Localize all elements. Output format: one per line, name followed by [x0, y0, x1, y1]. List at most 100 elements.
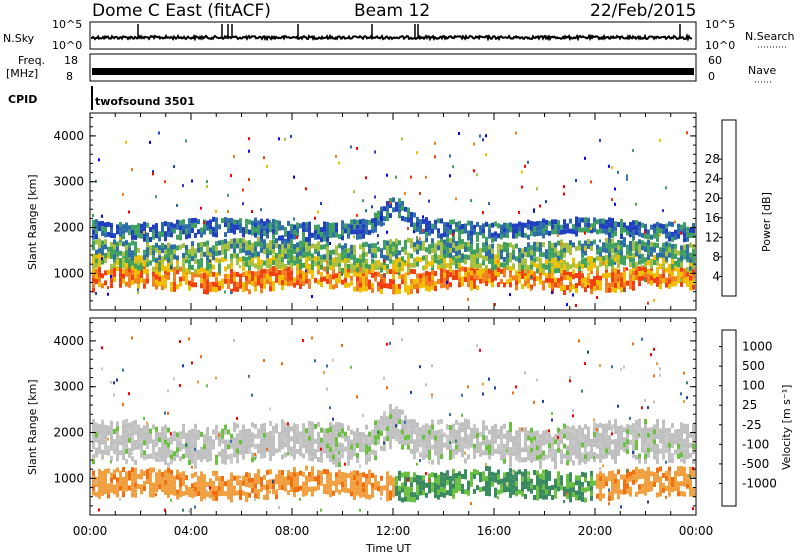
range-cell: [248, 428, 251, 434]
range-cell: [659, 263, 662, 269]
range-cell: [629, 274, 632, 280]
range-cell: [149, 438, 152, 444]
range-cell: [530, 447, 533, 453]
range-cell: [665, 251, 668, 257]
range-cell: [164, 254, 167, 260]
noise-cell: [158, 131, 160, 135]
range-cell: [596, 270, 599, 276]
range-cell: [122, 439, 125, 445]
range-cell: [320, 442, 323, 448]
range-cell: [554, 247, 557, 253]
range-cell: [98, 473, 101, 479]
range-cell: [608, 282, 611, 288]
range-cell: [536, 485, 539, 491]
range-cell: [410, 487, 413, 493]
range-cell: [497, 262, 500, 268]
range-cell: [410, 438, 413, 444]
range-cell: [614, 424, 617, 429]
range-cell: [248, 433, 251, 439]
range-cell: [530, 452, 533, 458]
range-cell: [647, 240, 650, 245]
range-cell: [122, 444, 125, 450]
range-cell: [362, 432, 365, 438]
range-cell: [398, 283, 401, 289]
range-cell: [158, 250, 161, 256]
range-cell: [509, 272, 512, 278]
range-cell: [125, 428, 128, 434]
range-cell: [326, 469, 329, 475]
range-cell: [320, 282, 323, 288]
x-tick-label: 08:00: [275, 524, 310, 538]
range-cell: [188, 280, 191, 286]
range-cell: [467, 454, 470, 460]
range-cell: [251, 261, 254, 267]
range-cell: [314, 261, 317, 267]
range-cell: [572, 224, 575, 230]
range-cell: [137, 228, 140, 234]
range-cell: [584, 472, 587, 478]
range-cell: [158, 245, 161, 251]
range-cell: [251, 225, 254, 231]
range-cell: [515, 256, 518, 262]
range-cell: [245, 449, 248, 454]
range-cell: [590, 438, 593, 444]
range-cell: [407, 237, 410, 243]
range-cell: [356, 480, 359, 486]
range-cell: [650, 224, 653, 230]
range-cell: [380, 221, 383, 227]
range-cell: [413, 262, 416, 268]
range-cell: [299, 451, 302, 457]
range-cell: [668, 263, 671, 269]
range-cell: [494, 254, 497, 260]
range-cell: [365, 286, 368, 292]
noise-cell: [455, 197, 457, 201]
range-cell: [386, 481, 389, 487]
range-cell: [515, 275, 518, 281]
range-cell: [308, 236, 311, 242]
range-cell: [641, 447, 644, 453]
range-cell: [527, 265, 530, 270]
noise-cell: [224, 290, 226, 294]
range-cell: [395, 421, 398, 427]
range-cell: [140, 432, 143, 438]
range-cell: [119, 277, 122, 283]
range-cell: [680, 245, 683, 251]
range-cell: [434, 248, 437, 254]
range-cell: [218, 451, 221, 457]
range-cell: [365, 444, 368, 450]
range-cell: [236, 260, 239, 266]
range-cell: [110, 264, 113, 269]
range-cell: [539, 449, 542, 455]
range-cell: [584, 434, 587, 440]
range-cell: [230, 477, 233, 483]
range-cell: [206, 491, 209, 497]
noise-cell: [200, 206, 202, 210]
range-cell: [545, 469, 548, 475]
range-cell: [659, 428, 662, 434]
range-cell: [230, 253, 233, 259]
y-tick-label: 2000: [53, 221, 84, 235]
range-cell: [353, 286, 356, 292]
range-cell: [158, 452, 161, 458]
range-cell: [164, 479, 167, 485]
range-cell: [647, 477, 650, 482]
range-cell: [344, 477, 347, 483]
range-cell: [602, 434, 605, 439]
range-cell: [521, 284, 524, 289]
range-cell: [548, 230, 551, 236]
noise-cell: [371, 431, 373, 434]
range-cell: [368, 269, 371, 275]
range-cell: [242, 232, 245, 238]
range-cell: [266, 218, 269, 224]
range-cell: [425, 443, 428, 449]
range-cell: [461, 224, 464, 229]
range-cell: [566, 223, 569, 229]
range-cell: [257, 428, 260, 434]
noise-cell: [272, 480, 274, 484]
range-cell: [296, 242, 299, 248]
range-cell: [179, 230, 182, 236]
range-cell: [320, 277, 323, 283]
range-cell: [506, 252, 509, 258]
range-cell: [242, 434, 245, 440]
range-cell: [245, 256, 248, 262]
